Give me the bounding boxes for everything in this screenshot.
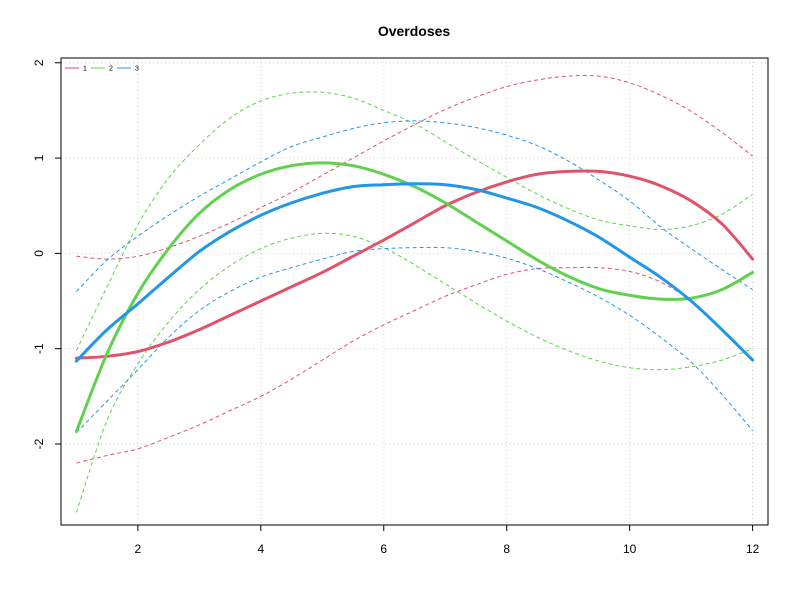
x-tick-label: 12 <box>746 542 760 556</box>
plot-border <box>61 58 768 525</box>
x-tick-label: 4 <box>257 542 264 556</box>
y-tick-label: 2 <box>32 59 46 66</box>
y-tick-label: 1 <box>32 154 46 161</box>
legend-label-3: 3 <box>135 66 139 73</box>
legend-label-1: 1 <box>83 66 87 73</box>
confidence-bands <box>76 75 752 512</box>
series-3-line <box>76 184 752 361</box>
y-tick-label: 0 <box>32 250 46 257</box>
legend: 1 2 3 <box>65 66 139 73</box>
series-3-upper-band <box>76 121 752 292</box>
x-tick-label: 10 <box>623 542 637 556</box>
series-2-line <box>76 163 752 432</box>
x-tick-label: 2 <box>135 542 142 556</box>
series-1-line <box>76 171 752 358</box>
y-tick-label: -1 <box>32 343 46 354</box>
chart-title: Overdoses <box>378 23 451 39</box>
series-lines <box>76 163 752 432</box>
series-2-lower-band <box>76 233 752 512</box>
y-tick-label: -2 <box>32 438 46 449</box>
legend-label-2: 2 <box>109 66 113 73</box>
x-tick-label: 8 <box>503 542 510 556</box>
series-1-lower-band <box>76 267 752 463</box>
grid <box>61 58 768 525</box>
x-tick-label: 6 <box>380 542 387 556</box>
